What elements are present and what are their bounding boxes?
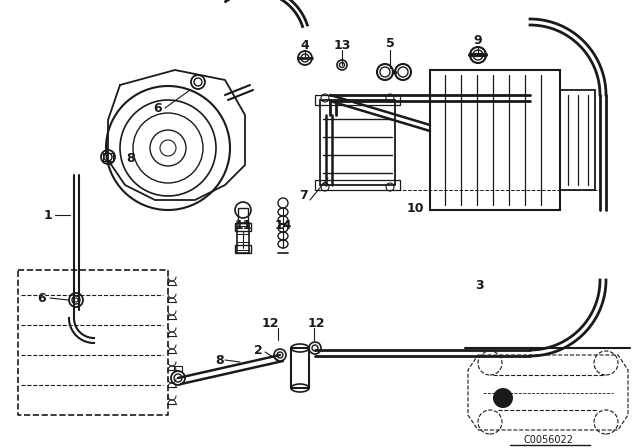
Text: 12: 12 [261,316,279,329]
Text: 14: 14 [275,219,292,232]
Text: 12: 12 [307,316,324,329]
Bar [103,153,113,161]
Bar [235,245,251,253]
Text: 3: 3 [476,279,484,292]
Bar [238,208,248,223]
Text: 5: 5 [386,36,394,49]
Bar [560,90,595,190]
Bar [235,223,251,231]
Text: 2: 2 [253,344,262,357]
Bar [315,180,400,190]
Bar [237,223,249,253]
Bar [291,348,309,388]
Text: 7: 7 [299,189,307,202]
Bar [320,100,395,185]
Text: 1: 1 [44,208,52,221]
Circle shape [493,388,513,408]
Bar [174,366,182,371]
Text: 8: 8 [127,151,135,164]
Text: 9: 9 [474,34,483,47]
Text: 6: 6 [38,292,46,305]
Text: 6: 6 [154,102,163,115]
Text: 11: 11 [234,219,252,232]
Text: 13: 13 [333,39,351,52]
Text: 8: 8 [216,353,224,366]
Text: 4: 4 [301,39,309,52]
Bar [315,95,400,105]
Text: C0056022: C0056022 [523,435,573,445]
Text: 10: 10 [406,202,424,215]
Bar [430,70,560,210]
